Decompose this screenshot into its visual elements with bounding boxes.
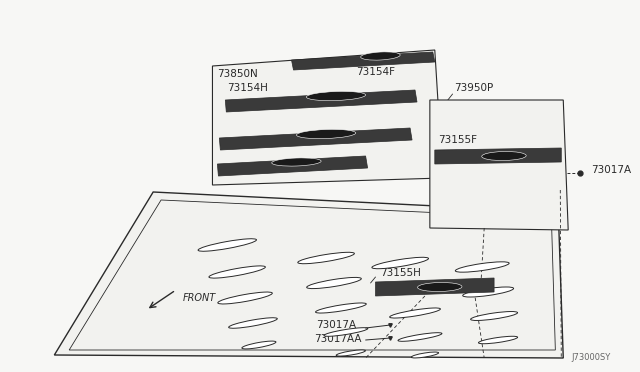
Text: 73155F: 73155F [438,135,477,145]
Ellipse shape [307,92,365,100]
Polygon shape [291,52,435,70]
Polygon shape [212,50,443,185]
Text: FRONT: FRONT [183,293,216,303]
Polygon shape [218,156,367,176]
Ellipse shape [336,350,365,356]
Polygon shape [225,90,417,112]
Ellipse shape [470,311,518,320]
Polygon shape [376,278,494,296]
Ellipse shape [307,278,362,289]
Ellipse shape [390,308,440,318]
Ellipse shape [361,52,400,60]
Ellipse shape [372,257,429,269]
Ellipse shape [417,282,462,292]
Ellipse shape [272,158,321,166]
Text: 73017A: 73017A [591,165,631,175]
Polygon shape [430,100,568,230]
Ellipse shape [398,333,442,341]
Ellipse shape [218,292,272,304]
Ellipse shape [479,336,518,344]
Polygon shape [220,128,412,150]
Polygon shape [435,148,561,164]
Text: 73154F: 73154F [356,67,395,77]
Ellipse shape [324,328,368,336]
Text: 73154H: 73154H [227,83,268,93]
Ellipse shape [412,352,438,358]
Ellipse shape [463,287,513,297]
Ellipse shape [455,262,509,272]
Text: 73017AA: 73017AA [314,334,362,344]
Ellipse shape [381,282,435,294]
Text: J73000SY: J73000SY [572,353,611,362]
Ellipse shape [228,318,277,328]
Ellipse shape [209,266,266,278]
Ellipse shape [298,252,355,264]
Ellipse shape [198,239,257,251]
Ellipse shape [482,151,526,160]
Text: 73950P: 73950P [454,83,494,93]
Polygon shape [54,192,563,358]
Ellipse shape [296,129,356,139]
Text: 73017A: 73017A [316,320,356,330]
Ellipse shape [242,341,276,349]
Text: 73850N: 73850N [218,69,258,79]
Ellipse shape [316,303,366,313]
Text: 73155H: 73155H [380,268,421,278]
